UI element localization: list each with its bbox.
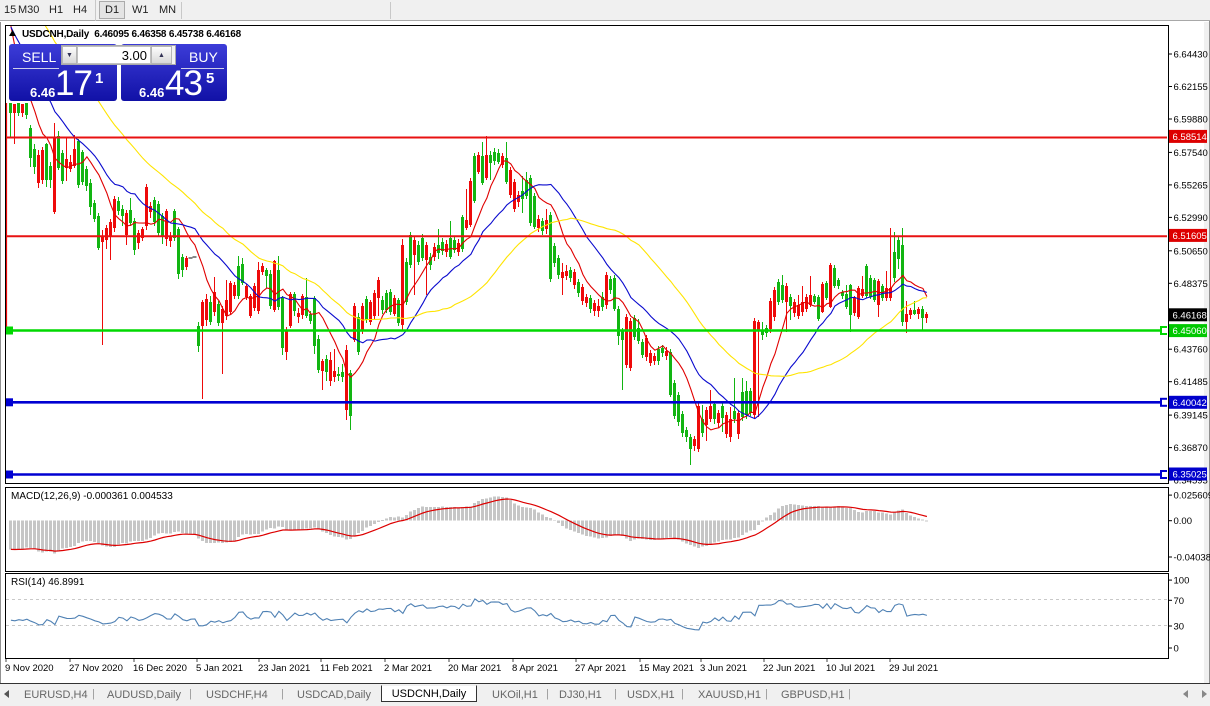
svg-text:USDCNH,Daily 6.46095 6.46358: USDCNH,Daily 6.46095 6.46358 6.45738 6.4… <box>22 29 242 40</box>
svg-text:0.025609: 0.025609 <box>1174 491 1210 502</box>
svg-text:6.51605: 6.51605 <box>1173 231 1207 242</box>
svg-text:6.35025: 6.35025 <box>1173 470 1207 481</box>
svg-text:6.64430: 6.64430 <box>1174 50 1208 61</box>
svg-text:6.50650: 6.50650 <box>1174 246 1208 257</box>
svg-text:6.46168: 6.46168 <box>1173 310 1207 321</box>
svg-text:MACD(12,26,9) -0.000361 0.0045: MACD(12,26,9) -0.000361 0.004533 <box>11 491 173 502</box>
svg-text:29 Jul 2021: 29 Jul 2021 <box>889 663 938 674</box>
svg-text:6.39145: 6.39145 <box>1174 411 1208 422</box>
svg-text:5 Jan 2021: 5 Jan 2021 <box>196 663 243 674</box>
svg-text:6.36870: 6.36870 <box>1174 443 1208 454</box>
svg-text:6.40042: 6.40042 <box>1173 398 1207 409</box>
svg-text:27 Apr 2021: 27 Apr 2021 <box>575 663 626 674</box>
svg-text:22 Jun 2021: 22 Jun 2021 <box>763 663 815 674</box>
svg-text:11 Feb 2021: 11 Feb 2021 <box>320 663 373 674</box>
svg-text:6.55265: 6.55265 <box>1174 180 1208 191</box>
svg-text:6.48375: 6.48375 <box>1174 279 1208 290</box>
svg-text:-0.040386: -0.040386 <box>1174 553 1210 564</box>
svg-text:0.00: 0.00 <box>1174 516 1193 527</box>
svg-text:6.41485: 6.41485 <box>1174 377 1208 388</box>
svg-text:70: 70 <box>1174 596 1185 607</box>
svg-text:23 Jan 2021: 23 Jan 2021 <box>258 663 310 674</box>
svg-text:3 Jun 2021: 3 Jun 2021 <box>700 663 747 674</box>
svg-text:6.62155: 6.62155 <box>1174 82 1208 93</box>
svg-text:100: 100 <box>1174 576 1190 587</box>
svg-text:20 Mar 2021: 20 Mar 2021 <box>448 663 501 674</box>
svg-text:10 Jul 2021: 10 Jul 2021 <box>826 663 875 674</box>
svg-text:6.45060: 6.45060 <box>1173 326 1207 337</box>
svg-text:15 May 2021: 15 May 2021 <box>639 663 694 674</box>
svg-text:0: 0 <box>1174 644 1179 655</box>
svg-text:8 Apr 2021: 8 Apr 2021 <box>512 663 558 674</box>
svg-text:27 Nov 2020: 27 Nov 2020 <box>69 663 123 674</box>
svg-text:6.57540: 6.57540 <box>1174 148 1208 159</box>
svg-text:30: 30 <box>1174 622 1185 633</box>
svg-text:9 Nov 2020: 9 Nov 2020 <box>5 663 54 674</box>
svg-text:6.34595: 6.34595 <box>1174 476 1208 487</box>
svg-text:16 Dec 2020: 16 Dec 2020 <box>133 663 187 674</box>
svg-text:6.43760: 6.43760 <box>1174 345 1208 356</box>
svg-text:2 Mar 2021: 2 Mar 2021 <box>384 663 432 674</box>
svg-text:6.58514: 6.58514 <box>1173 132 1207 143</box>
svg-text:RSI(14) 46.8991: RSI(14) 46.8991 <box>11 577 85 588</box>
svg-text:6.52990: 6.52990 <box>1174 213 1208 224</box>
svg-text:6.59880: 6.59880 <box>1174 115 1208 126</box>
